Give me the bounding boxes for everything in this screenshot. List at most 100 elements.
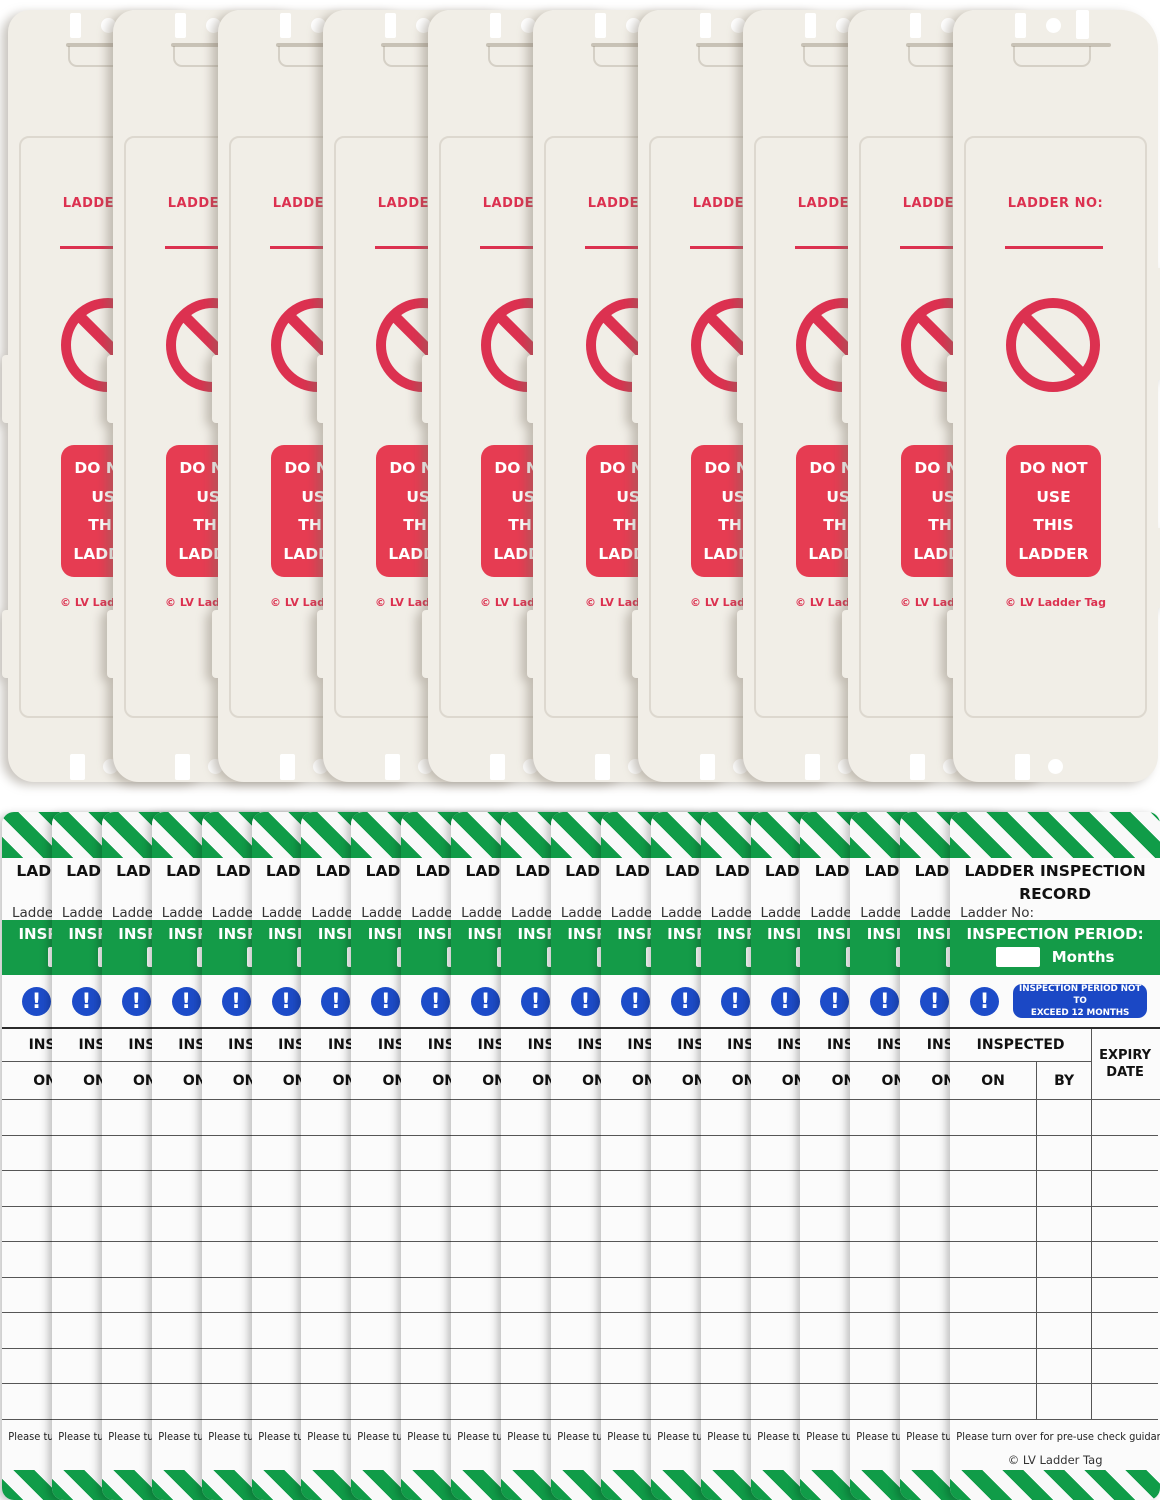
table-cell [1092, 1100, 1159, 1136]
table-cell [1092, 1313, 1159, 1349]
table-cell [1092, 1171, 1159, 1207]
on-column-header: ON [950, 1062, 1038, 1099]
exclamation-circle-icon: ! [770, 986, 800, 1016]
side-clip-tab [842, 610, 852, 678]
mount-hole [836, 18, 851, 33]
exclamation-circle-icon: ! [620, 986, 650, 1016]
mount-slot [1015, 13, 1026, 38]
exclamation-circle-icon: ! [321, 986, 351, 1016]
exclamation-circle-icon: ! [371, 986, 401, 1016]
mount-slot [280, 754, 295, 780]
table-cell [1092, 1242, 1159, 1278]
table-cell [950, 1313, 1038, 1349]
exclamation-circle-icon: ! [121, 986, 151, 1016]
holder-tab-recess [1013, 46, 1091, 67]
side-clip-tab [107, 355, 117, 423]
table-cell [1092, 1349, 1159, 1384]
side-clip-tab [2, 610, 12, 678]
exclamation-circle-icon: ! [720, 986, 750, 1016]
no-entry-prohibition-icon [1006, 298, 1100, 392]
exclamation-circle-icon: ! [471, 986, 501, 1016]
insert-pocket-outline [964, 136, 1147, 718]
table-cell [1037, 1171, 1093, 1207]
table-header: INSPECTED EXPIRY DATE ON BY [950, 1027, 1160, 1100]
mount-slot [910, 13, 921, 38]
inspection-table: INSPECTED EXPIRY DATE ON BY [950, 1027, 1160, 1420]
table-cell [1037, 1384, 1093, 1420]
exclamation-circle-icon: ! [521, 986, 550, 1016]
table-cell [1092, 1207, 1159, 1242]
inspection-period-label: INSPECTION PERIOD: [966, 925, 1144, 943]
ladder-no-underline [795, 246, 893, 249]
exclamation-circle-icon: ! [670, 986, 700, 1016]
mount-slot [175, 13, 186, 38]
side-clip-tab [632, 355, 642, 423]
table-cell [950, 1348, 1038, 1384]
table-cell [1037, 1100, 1093, 1136]
table-cell [950, 1384, 1038, 1420]
table-cell [1092, 1136, 1159, 1171]
mount-slot [280, 13, 291, 38]
inspected-column-header: INSPECTED [950, 1029, 1093, 1062]
mount-slot [385, 13, 396, 38]
mount-slot [700, 13, 711, 38]
exclamation-circle-icon: ! [421, 986, 451, 1016]
ladder-no-label: LADDER NO: [1007, 196, 1104, 211]
side-clip-tab [947, 355, 957, 423]
table-cell [950, 1277, 1038, 1313]
stripe-band-bottom [950, 1470, 1160, 1500]
ladder-no-underline [585, 246, 683, 249]
table-cell [1092, 1278, 1159, 1313]
card-title: LADDER INSPECTION RECORD [964, 862, 1146, 903]
mount-hole [521, 18, 536, 33]
do-not-use-warning: DO NOT USE THIS LADDER [1006, 445, 1101, 577]
mount-slot [70, 13, 81, 38]
card-ladder-no-label: Ladder No: [960, 905, 1035, 921]
side-clip-tab [317, 610, 327, 678]
mount-hole [206, 18, 221, 33]
holder-groove [1011, 43, 1111, 47]
side-clip-tab [1154, 268, 1160, 380]
mount-slot [1015, 754, 1030, 780]
ladder-tag-holders-group: LADDER NO: DO NOT USE THIS LADDER © LV L… [0, 0, 1160, 800]
exclamation-circle-icon: ! [71, 986, 101, 1016]
expiry-date-column-header: EXPIRY DATE [1099, 1048, 1152, 1080]
mount-slot [490, 13, 501, 38]
table-cell [950, 1206, 1038, 1242]
side-clip-tab [842, 355, 852, 423]
ladder-no-underline [60, 246, 158, 249]
side-clip-tab [212, 610, 222, 678]
side-clip-tab [737, 355, 747, 423]
table-cell [1037, 1206, 1093, 1242]
table-cell [1037, 1242, 1093, 1278]
ladder-no-underline [900, 246, 998, 249]
table-cell [950, 1100, 1038, 1136]
table-cell [1092, 1384, 1159, 1420]
turn-over-note: Please turn over for pre-use check guida… [956, 1431, 1160, 1443]
side-clip-tab [527, 610, 537, 678]
exclamation-circle-icon: ! [221, 986, 251, 1016]
by-column-header: BY [1037, 1062, 1093, 1099]
ladder-no-underline [690, 246, 788, 249]
mount-slot [595, 13, 606, 38]
warning-line: DO NOT [1019, 459, 1088, 477]
side-clip-tab [947, 610, 957, 678]
mount-hole [626, 18, 641, 33]
side-clip-tab [737, 610, 747, 678]
side-clip-tab [2, 355, 12, 423]
warning-line: USE [1036, 487, 1071, 506]
mount-slot [490, 754, 505, 780]
mount-hole [311, 18, 326, 33]
mount-hole [1048, 759, 1063, 774]
holder-copyright: © LV Ladder Tag [1005, 596, 1106, 609]
notice-line: EXCEED 12 MONTHS [1030, 1008, 1130, 1019]
mount-slot [385, 754, 400, 780]
exclamation-circle-icon: ! [271, 986, 301, 1016]
mount-hole [731, 18, 746, 33]
mount-slot [1076, 10, 1089, 39]
mount-slot [805, 13, 816, 38]
ladder-no-underline [375, 246, 473, 249]
exclamation-circle-icon: ! [820, 986, 850, 1016]
mount-hole [101, 18, 116, 33]
